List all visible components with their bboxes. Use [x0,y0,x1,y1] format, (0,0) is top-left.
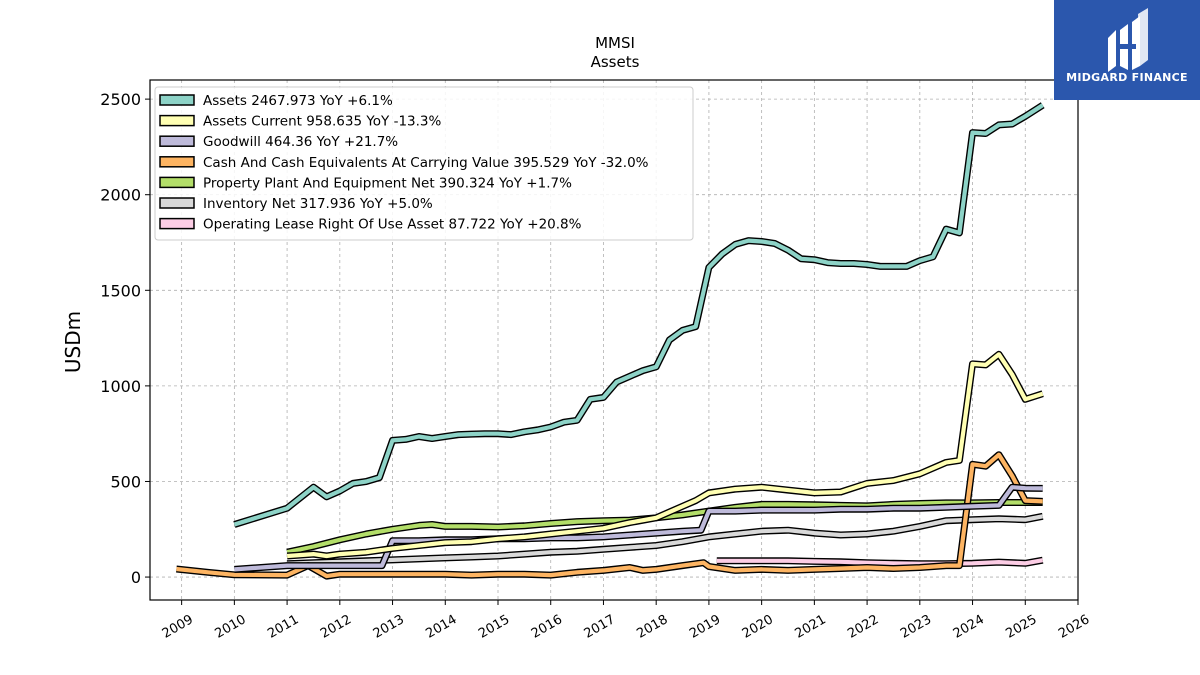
y-tick-label: 2500 [100,90,141,109]
series-line [286,352,1044,559]
legend-label: Assets 2467.973 YoY +6.1% [203,93,393,109]
legend-item: Goodwill 464.36 YoY +21.7% [159,134,398,150]
legend-item: Property Plant And Equipment Net 390.324… [159,175,572,191]
legend-swatch [159,114,195,127]
legend-item: Inventory Net 317.936 YoY +5.0% [159,196,433,212]
y-tick-label: 2000 [100,186,141,205]
plot-area-frame [149,79,1079,601]
y-axis-ticks: 0 500 1000 1500 2000 2500 [100,90,150,587]
legend: Assets 2467.973 YoY +6.1% Assets Current … [154,86,694,241]
series-lines [176,102,1045,580]
legend-swatch [159,197,195,209]
chart-title: MMSI [595,34,635,52]
y-tick-label: 0 [131,568,141,587]
legend-swatch [159,135,195,147]
series-operating-lease-right-of-use-asset [716,556,1044,568]
series-line [716,558,1044,566]
legend-label: Operating Lease Right Of Use Asset 87.72… [203,217,582,233]
series-cash-and-cash-equivalents-at-carrying-value [176,451,1043,580]
legend-swatch [159,94,195,106]
series-line [287,514,1044,566]
legend-box [154,86,694,241]
legend-label: Inventory Net 317.936 YoY +5.0% [203,196,433,212]
brand-logo: MIDGARD FINANCE [1054,0,1200,100]
y-tick-label: 1500 [100,281,141,300]
series-line [176,452,1043,579]
legend-label: Goodwill 464.36 YoY +21.7% [203,134,398,150]
legend-item: Operating Lease Right Of Use Asset 87.72… [159,217,582,233]
series-assets [233,102,1045,528]
chart-subtitle: Assets [591,53,640,71]
brand-mark-icon [1108,8,1148,72]
legend-swatch [159,176,195,189]
legend-label: Assets Current 958.635 YoY -13.3% [203,114,442,130]
legend-label: Property Plant And Equipment Net 390.324… [203,175,572,191]
legend-item: Cash And Cash Equivalents At Carrying Va… [159,155,649,171]
legend-item: Assets Current 958.635 YoY -13.3% [159,114,442,130]
legend-item: Assets 2467.973 YoY +6.1% [159,93,393,109]
series-assets-current [286,350,1044,560]
legend-swatch [159,217,195,230]
series-line [233,103,1044,527]
legend-swatch [159,156,195,168]
y-tick-label: 500 [110,472,141,491]
series-goodwill [234,483,1043,573]
brand-name: MIDGARD FINANCE [1066,71,1188,84]
y-axis-label: USDm [61,311,85,373]
y-tick-label: 1000 [100,377,141,396]
series-inventory-net [286,512,1044,568]
legend-label: Cash And Cash Equivalents At Carrying Va… [203,155,649,171]
series-line [234,485,1043,572]
